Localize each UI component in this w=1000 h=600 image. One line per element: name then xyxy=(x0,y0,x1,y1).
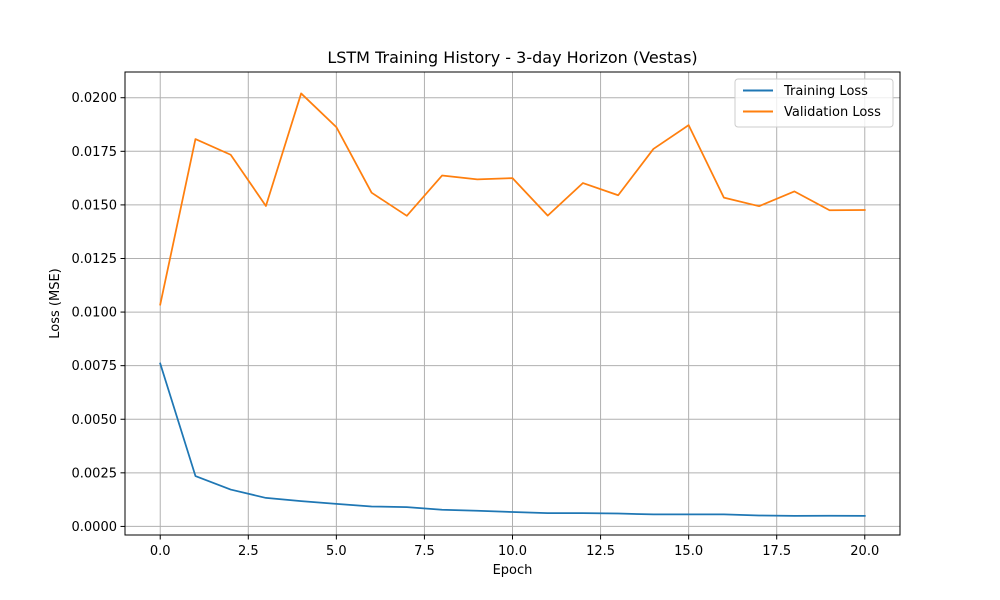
x-axis-title: Epoch xyxy=(493,563,533,578)
y-tick-label: 0.0075 xyxy=(72,359,118,374)
x-tick-label: 12.5 xyxy=(586,544,615,559)
series-line-training-loss xyxy=(159,362,866,517)
legend: Training Loss Validation Loss xyxy=(734,78,894,128)
y-tick-label: 0.0050 xyxy=(72,413,118,428)
y-axis-title: Loss (MSE) xyxy=(48,268,63,338)
x-tick-label: 5.0 xyxy=(326,544,347,559)
y-tick-label: 0.0175 xyxy=(72,145,118,160)
series-line-validation-loss xyxy=(159,92,866,306)
x-tick-label: 10.0 xyxy=(498,544,527,559)
grid xyxy=(125,72,900,535)
x-tick-label: 20.0 xyxy=(850,544,879,559)
chart-title: LSTM Training History - 3-day Horizon (V… xyxy=(327,48,697,67)
y-tick-label: 0.0000 xyxy=(72,520,118,535)
y-tick-label: 0.0100 xyxy=(72,306,118,321)
x-tick-label: 17.5 xyxy=(762,544,791,559)
x-tick-label: 0.0 xyxy=(150,544,171,559)
y-tick-label: 0.0125 xyxy=(72,252,118,267)
y-tick-label: 0.0150 xyxy=(72,198,118,213)
x-tick-label: 15.0 xyxy=(674,544,703,559)
series-lines xyxy=(159,92,866,517)
legend-label-validation-loss: Validation Loss xyxy=(784,105,881,120)
x-tick-label: 2.5 xyxy=(238,544,259,559)
legend-box xyxy=(734,78,894,128)
legend-label-training-loss: Training Loss xyxy=(783,84,868,99)
x-tick-label: 7.5 xyxy=(414,544,435,559)
y-axis-ticks: 0.0000 0.0025 0.0050 0.0075 0.0100 0.0125 0.01… xyxy=(72,91,125,535)
x-axis-ticks: 0.0 2.5 5.0 7.5 10.0 12.5 15.0 17.5 20.0 xyxy=(150,535,879,559)
y-tick-label: 0.0025 xyxy=(72,466,118,481)
y-tick-label: 0.0200 xyxy=(72,91,118,106)
